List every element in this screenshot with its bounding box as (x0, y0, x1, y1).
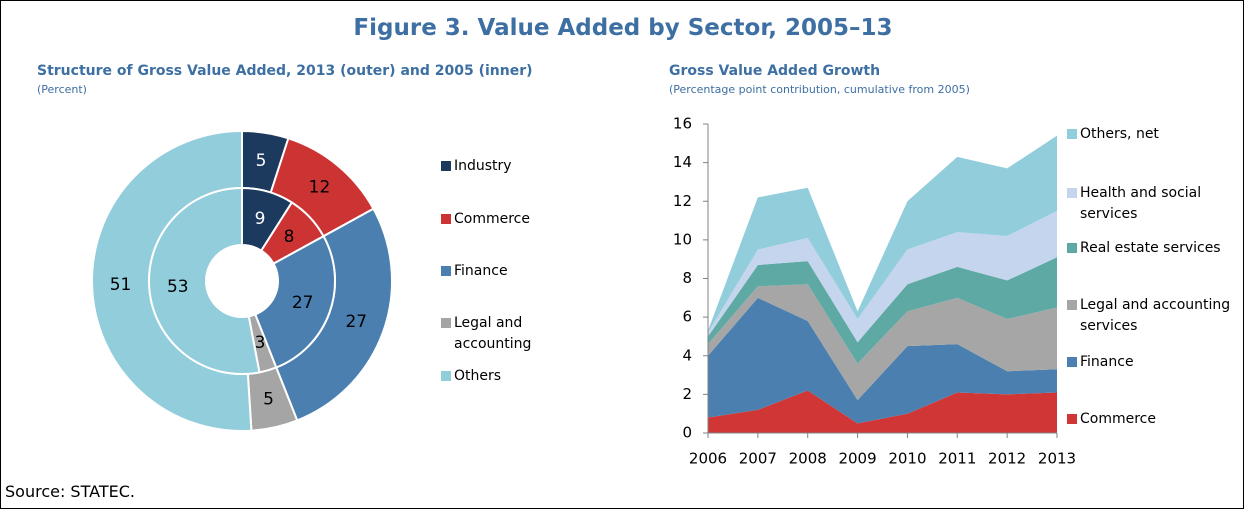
right-subtitle: (Percentage point contribution, cumulati… (669, 83, 970, 96)
y-tick-label: 6 (682, 308, 692, 326)
legend-label: Legal and accounting (454, 315, 532, 352)
legend-swatch (1067, 357, 1077, 367)
legend-label: Industry (454, 158, 512, 174)
y-tick-label: 10 (673, 230, 692, 248)
x-tick-label: 2008 (789, 450, 827, 468)
data-label: 51 (110, 275, 132, 295)
y-tick-label: 12 (673, 192, 692, 210)
data-label: 12 (309, 177, 331, 197)
data-label: 3 (255, 333, 266, 353)
x-tick-label: 2010 (888, 450, 926, 468)
legend-label: Others (454, 368, 502, 384)
y-tick-label: 4 (682, 346, 692, 364)
data-label: 5 (256, 151, 267, 171)
legend-label: Commerce (454, 211, 530, 227)
legend-label: Finance (454, 263, 508, 279)
legend-swatch (441, 371, 451, 381)
legend-swatch (1067, 300, 1077, 310)
right-title: Gross Value Added Growth (669, 63, 881, 79)
y-tick-label: 8 (682, 269, 692, 287)
x-tick-label: 2012 (988, 450, 1026, 468)
legend-swatch (441, 161, 451, 171)
area (708, 390, 1057, 433)
legend-swatch (1067, 129, 1077, 139)
x-tick-label: 2009 (838, 450, 876, 468)
legend-label: Finance (1080, 354, 1134, 370)
legend-swatch (441, 214, 451, 224)
data-label: 27 (292, 293, 314, 313)
legend-swatch (1067, 414, 1077, 424)
x-tick-label: 2013 (1038, 450, 1076, 468)
area (708, 257, 1057, 364)
data-label: 27 (345, 312, 367, 332)
legend-label: Commerce (1080, 411, 1156, 427)
area (708, 135, 1057, 333)
legend-swatch (1067, 188, 1077, 198)
legend-label: Legal and accounting services (1080, 297, 1231, 334)
data-label: 8 (284, 227, 295, 247)
figure-title: Figure 3. Value Added by Sector, 2005–13 (353, 15, 893, 41)
y-tick-label: 0 (682, 424, 692, 442)
area (708, 284, 1057, 401)
legend-swatch (1067, 243, 1077, 253)
donut-slice (253, 234, 336, 369)
left-subtitle: (Percent) (37, 83, 87, 96)
left-title: Structure of Gross Value Added, 2013 (ou… (37, 63, 533, 79)
y-tick-label: 16 (673, 115, 692, 133)
y-tick-label: 14 (673, 153, 692, 171)
legend-swatch (441, 266, 451, 276)
legend-label: Real estate services (1080, 240, 1221, 256)
source: Source: STATEC. (5, 482, 135, 501)
data-label: 9 (255, 209, 266, 229)
data-label: 5 (263, 390, 274, 410)
x-tick-label: 2011 (938, 450, 976, 468)
x-tick-label: 2006 (689, 450, 727, 468)
data-label: 53 (167, 277, 189, 297)
legend-swatch (441, 318, 451, 328)
y-tick-label: 2 (682, 385, 692, 403)
legend-label: Others, net (1080, 126, 1159, 142)
donut-slice (148, 186, 261, 375)
x-tick-label: 2007 (739, 450, 777, 468)
legend-label: Health and social services (1080, 185, 1202, 222)
area (708, 210, 1057, 343)
area (708, 297, 1057, 424)
